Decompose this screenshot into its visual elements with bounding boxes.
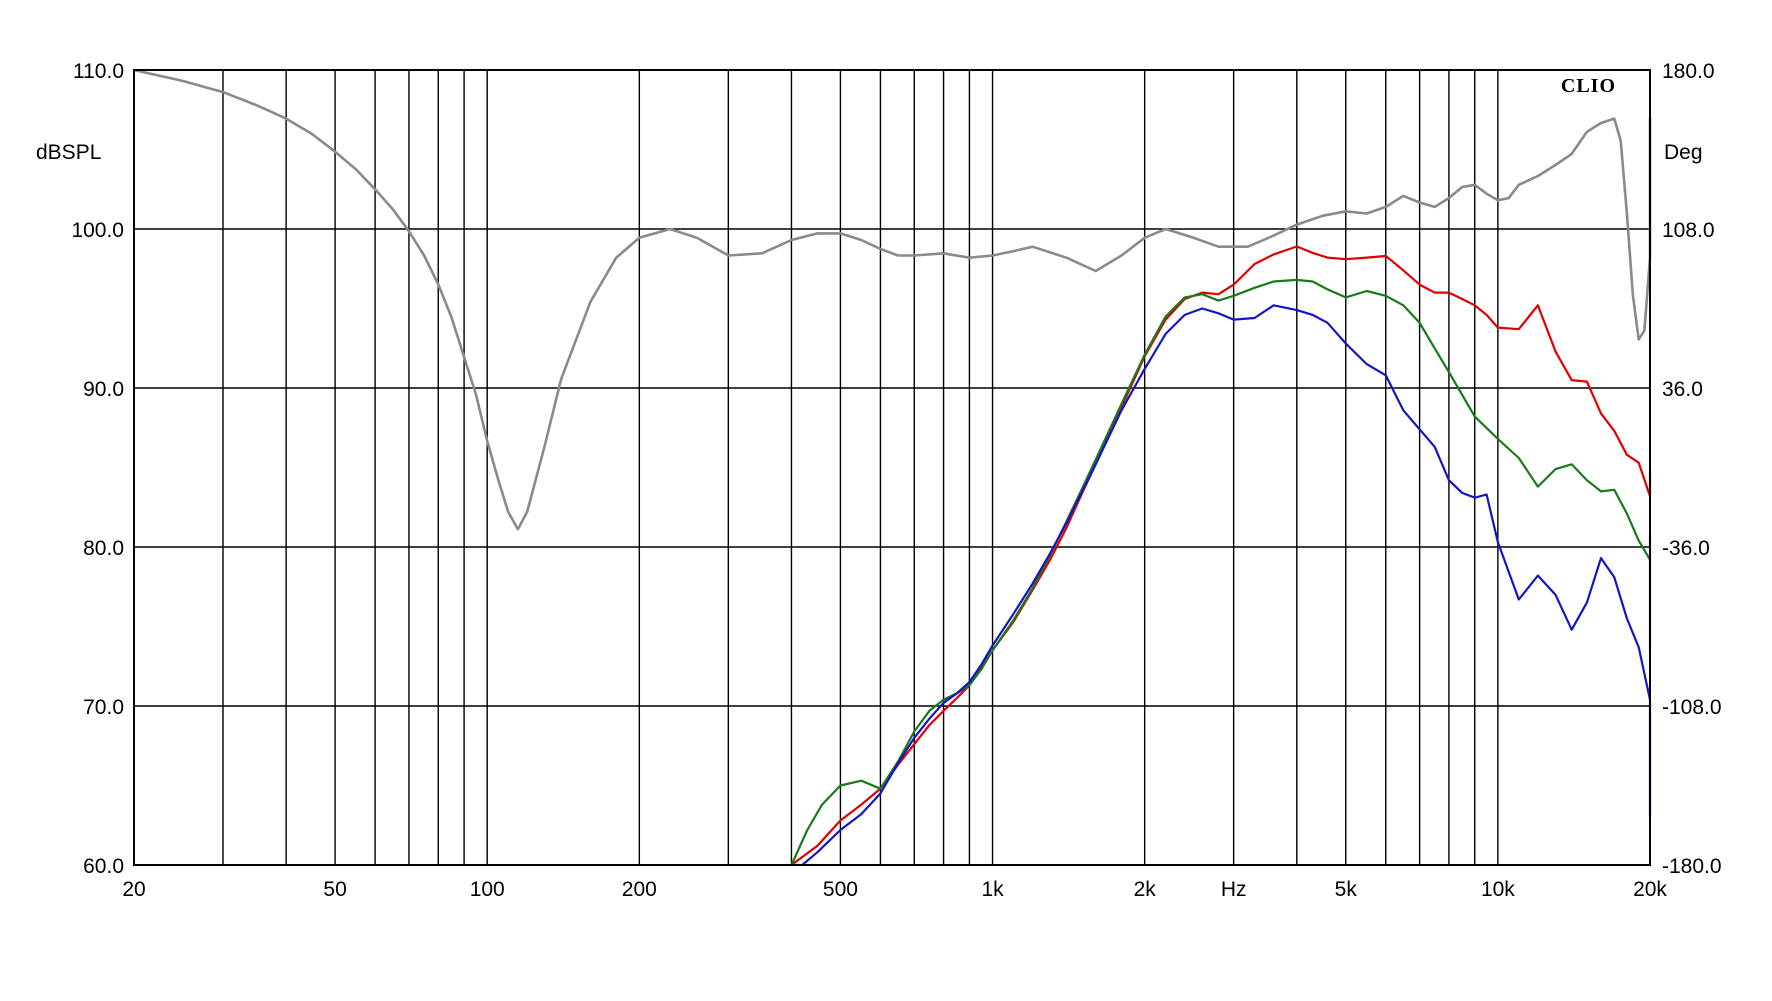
y-tick-label: 60.0: [83, 855, 124, 878]
y2-tick-label: -108.0: [1662, 696, 1722, 719]
y-tick-label: 110.0: [73, 60, 124, 83]
y2-tick-label: 180.0: [1662, 60, 1715, 83]
y2-tick-label: -36.0: [1662, 537, 1710, 560]
x-tick-label: 2k: [1134, 878, 1157, 901]
x-tick-label: 20: [122, 878, 145, 901]
y-tick-label: 100.0: [71, 219, 124, 242]
clio-brand-label: CLIO: [1561, 75, 1616, 97]
x-tick-label: Hz: [1221, 878, 1247, 901]
y2-tick-label: -180.0: [1662, 855, 1722, 878]
x-tick-label: 50: [323, 878, 346, 901]
series-line-2: [790, 245, 1652, 866]
tick-labels: 20 50 100 200 500 1k 2k Hz 5k 10k 20k 110.0 100.0 90.…: [71, 60, 1721, 901]
y-tick-label: 80.0: [83, 537, 124, 560]
series-line-4: [801, 304, 1652, 866]
left-axis-title: dBSPL: [36, 141, 101, 164]
x-tick-label: 1k: [981, 878, 1004, 901]
y2-tick-label: 108.0: [1662, 219, 1715, 242]
series-line-1: [133, 68, 1652, 531]
grid: [134, 69, 1651, 866]
y-tick-label: 70.0: [83, 696, 124, 719]
series-line-3: [790, 278, 1652, 866]
x-tick-label: 5k: [1335, 878, 1358, 901]
x-tick-label: 10k: [1481, 878, 1515, 901]
series-group: [133, 68, 1652, 866]
x-tick-label: 100: [470, 878, 505, 901]
x-tick-label: 200: [622, 878, 657, 901]
x-tick-label: 20k: [1633, 878, 1667, 901]
x-tick-label: 500: [823, 878, 858, 901]
y-tick-label: 90.0: [83, 378, 124, 401]
right-axis-title: Deg: [1664, 141, 1703, 164]
plot-frame: [133, 69, 1651, 866]
y2-tick-label: 36.0: [1662, 378, 1703, 401]
